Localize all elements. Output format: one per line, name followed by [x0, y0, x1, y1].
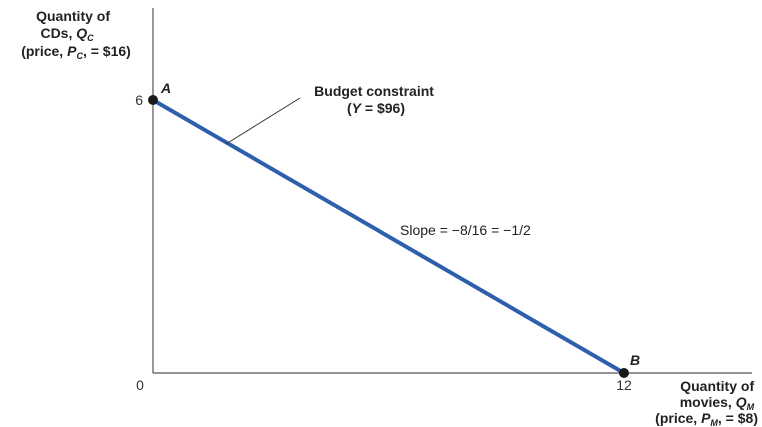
- budget-constraint-line: [151, 98, 626, 375]
- point-a: [148, 95, 158, 105]
- x-tick-12: 12: [616, 377, 632, 393]
- point-b: [619, 368, 629, 378]
- y-axis-label: Quantity of CDs, QC (price, PC, = $16): [21, 8, 131, 61]
- x-tick-0: 0: [136, 377, 144, 393]
- budget-leader-line: [225, 97, 301, 145]
- x-axis-label: Quantity of movies, QM (price, PM, = $8): [655, 378, 758, 427]
- point-a-label: A: [160, 80, 171, 96]
- slope-label: Slope = −8/16 = −1/2: [400, 222, 531, 238]
- point-b-label: B: [630, 352, 640, 368]
- y-tick-6: 6: [135, 92, 143, 108]
- budget-constraint-label: Budget constraint (Y = $96): [314, 83, 438, 116]
